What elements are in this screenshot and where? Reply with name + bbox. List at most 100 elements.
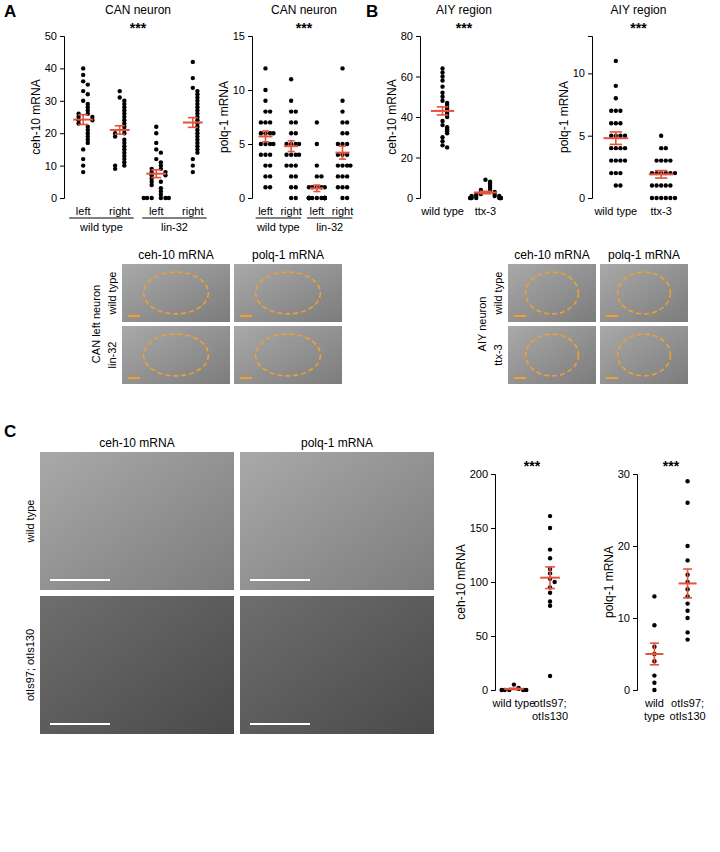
y-tick: 15: [233, 30, 252, 42]
y-tick-mark: [60, 133, 64, 134]
chart: 050100150200ceh-10 mRNAwild typeotIs97;o…: [454, 458, 570, 722]
y-tick: 20: [618, 540, 637, 552]
y-tick-label: 5: [239, 138, 245, 150]
scale-bar: [514, 377, 526, 379]
data-point: [340, 174, 344, 178]
data-point: [271, 131, 275, 135]
scale-bar: [514, 315, 526, 317]
x-tick-label: left: [76, 205, 91, 217]
data-point: [297, 153, 301, 157]
data-point: [618, 109, 622, 113]
micrograph: [240, 596, 434, 734]
error-cap: [339, 158, 346, 160]
data-point: [263, 185, 267, 189]
error-cap: [262, 141, 269, 143]
data-point: [81, 73, 85, 77]
error-cap: [610, 131, 622, 133]
data-point: [263, 88, 267, 92]
x-tick: wild type: [593, 205, 637, 217]
data-point: [81, 163, 85, 167]
data-point: [259, 153, 263, 157]
data-point: [440, 95, 444, 99]
chart: 0510polq-1 mRNAwild typettx-3***AIY regi…: [557, 3, 686, 217]
y-tick: 0: [624, 684, 637, 696]
y-tick-label: 50: [45, 30, 57, 42]
data-point: [118, 95, 122, 99]
data-point: [315, 142, 319, 146]
data-point: [263, 99, 267, 103]
data-point: [483, 178, 487, 182]
data-point: [685, 479, 689, 483]
nucleus-outline: [256, 334, 321, 376]
y-tick-mark: [491, 636, 495, 637]
chart: 051015polq-1 mRNAleftrightleftrightwild …: [217, 3, 357, 233]
data-point: [652, 594, 656, 598]
data-point: [81, 66, 85, 70]
error-cap: [151, 169, 161, 171]
image-row-label: ttx-3: [492, 344, 504, 365]
data-point: [154, 125, 158, 129]
data-point: [340, 99, 344, 103]
data-point: [340, 196, 344, 200]
data-point: [271, 142, 275, 146]
data-point: [289, 77, 293, 81]
data-point: [336, 163, 340, 167]
plot-area: [73, 60, 203, 200]
data-point: [618, 146, 622, 150]
data-point: [664, 183, 668, 187]
data-point: [348, 163, 352, 167]
x-tick-label: ttx-3: [650, 205, 671, 217]
y-axis-line: [491, 475, 496, 691]
data-point: [191, 163, 195, 167]
data-point: [319, 174, 323, 178]
data-point: [685, 601, 689, 605]
image-column-label: polq-1 mRNA: [301, 436, 373, 450]
data-point: [268, 163, 272, 167]
micrograph: [508, 326, 596, 384]
data-point: [614, 59, 618, 63]
y-tick-mark: [60, 101, 64, 102]
data-point: [345, 185, 349, 189]
data-point: [315, 120, 319, 124]
y-axis-title: polq-1 mRNA: [602, 546, 616, 618]
data-point: [263, 153, 267, 157]
y-tick-label: 200: [470, 468, 488, 480]
data-point: [652, 623, 656, 627]
data-point: [315, 196, 319, 200]
data-point: [307, 196, 311, 200]
y-tick-label: 5: [579, 130, 585, 142]
data-point: [323, 196, 327, 200]
x-tick-label: wild type: [593, 205, 637, 217]
group-label: wild type: [256, 221, 300, 233]
error-cap: [115, 133, 125, 135]
data-point: [307, 196, 311, 200]
data-point: [294, 120, 298, 124]
data-point: [654, 183, 658, 187]
image-column-label: ceh-10 mRNA: [138, 248, 213, 262]
data-point: [548, 547, 552, 551]
y-tick-mark: [248, 198, 252, 199]
data-point: [668, 158, 672, 162]
error-cap: [655, 170, 667, 172]
data-point: [154, 147, 158, 151]
error-cap: [313, 184, 320, 186]
error-cap: [288, 140, 295, 142]
image-column-label: ceh-10 mRNA: [514, 248, 589, 262]
mean-line: [474, 192, 497, 194]
image-column-label: polq-1 mRNA: [608, 248, 680, 262]
error-cap: [650, 664, 659, 666]
data-point: [289, 153, 293, 157]
y-tick-label: 20: [618, 540, 630, 552]
data-point: [685, 558, 689, 562]
image-row-label: otIs97; otIs130: [24, 629, 36, 701]
x-axis: leftrightleftright: [253, 199, 357, 217]
plot-area: [645, 479, 696, 692]
data-point: [614, 109, 618, 113]
data-point: [86, 141, 90, 145]
data-point: [307, 196, 311, 200]
data-point: [81, 147, 85, 151]
data-point: [336, 174, 340, 178]
image-column-label: polq-1 mRNA: [252, 248, 324, 262]
data-point: [294, 163, 298, 167]
y-tick-mark: [491, 690, 495, 691]
